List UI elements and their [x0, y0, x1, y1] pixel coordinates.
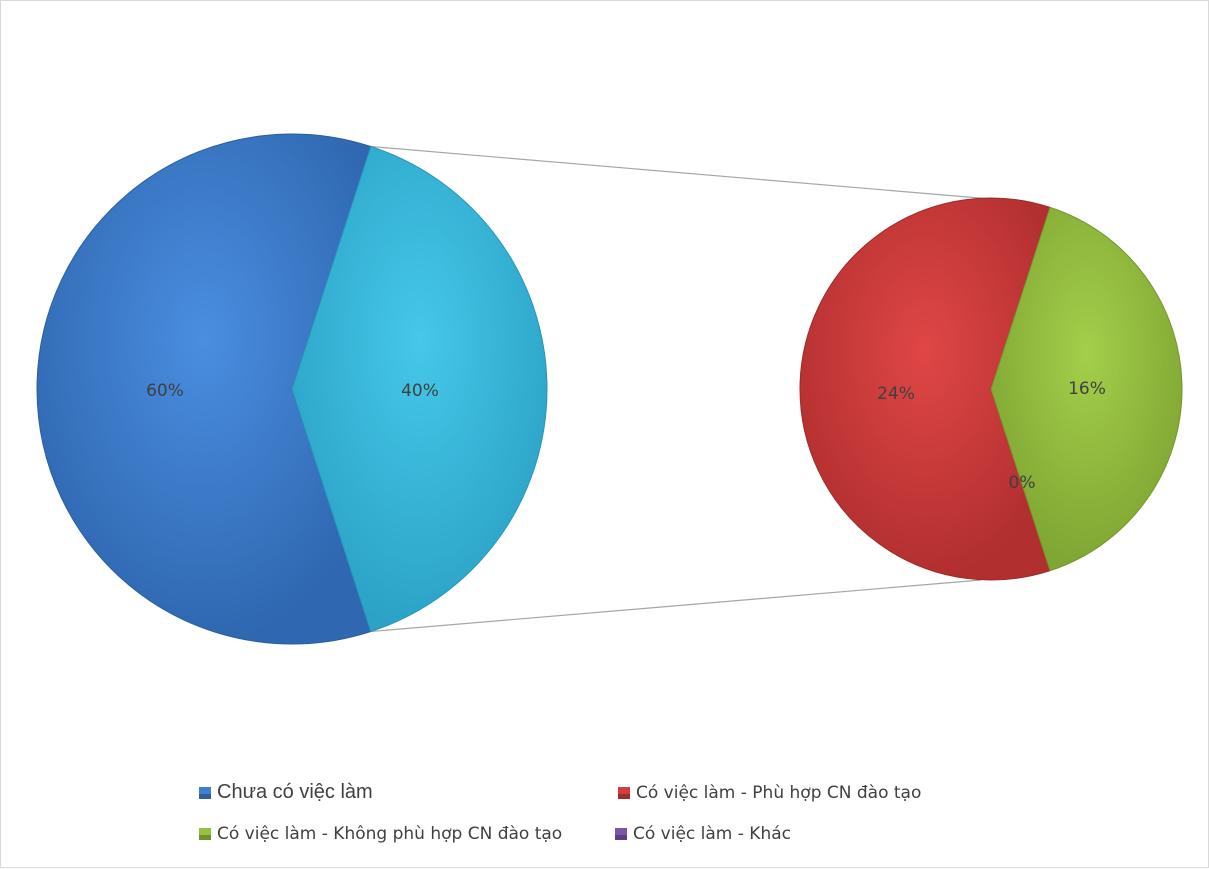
legend-item-phu-hop: Có việc làm - Phù hợp CN đào tạo: [618, 783, 921, 803]
main-pie-slice-co-viec-lam: [291, 145, 548, 633]
legend-label: Chưa có việc làm: [217, 781, 373, 803]
connector-line-top: [370, 145, 992, 200]
legend-swatch-purple: [615, 828, 627, 840]
legend-label: Có việc làm - Không phù hợp CN đào tạo: [217, 824, 563, 844]
main-pie-slice-chua-co-viec-lam: [36, 133, 372, 645]
secondary-pie-slice-phu-hop: [799, 197, 1051, 581]
legend-item-khong-phu-hop: Có việc làm - Không phù hợp CN đào tạo: [199, 824, 562, 844]
secondary-pie-slice-khong-phu-hop: [990, 206, 1183, 572]
legend-item-chua-co-viec-lam: Chưa có việc làm: [199, 781, 373, 804]
legend-label: Có việc làm - Khác: [633, 824, 791, 844]
data-label-sec-24: 24%: [877, 384, 915, 404]
legend-item-khac: Có việc làm - Khác: [615, 824, 791, 844]
legend-swatch-green: [199, 828, 211, 840]
connector-line-bottom: [370, 579, 982, 633]
data-label-main-40: 40%: [401, 381, 439, 401]
data-label-main-60: 60%: [146, 381, 184, 401]
legend-swatch-blue: [199, 786, 211, 799]
legend-label: Có việc làm - Phù hợp CN đào tạo: [636, 783, 922, 803]
data-label-sec-0: 0%: [1009, 473, 1036, 493]
legend-swatch-red: [618, 787, 630, 799]
data-label-sec-16: 16%: [1068, 379, 1106, 399]
